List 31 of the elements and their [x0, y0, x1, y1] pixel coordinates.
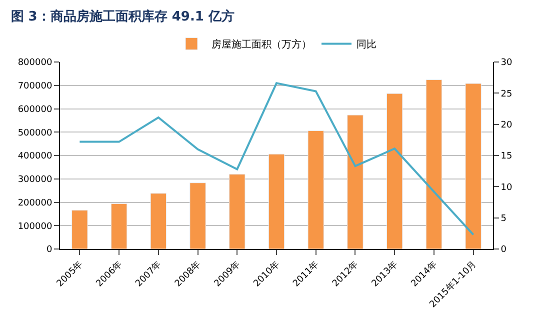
y-tick-label: 400000 — [18, 152, 52, 162]
bar — [268, 154, 285, 249]
bar — [72, 210, 88, 249]
bar — [190, 182, 206, 249]
y2-tick-label: 5 — [500, 214, 507, 224]
legend-label: 同比 — [356, 38, 376, 51]
bar — [347, 114, 364, 249]
bar — [426, 80, 442, 249]
y2-tick-label: 15 — [500, 152, 512, 162]
y-tick-label: 100000 — [18, 222, 52, 232]
bar — [386, 93, 403, 249]
bar — [229, 174, 246, 249]
bar — [110, 203, 128, 249]
y-tick-label: 0 — [46, 245, 52, 256]
y-tick-label: 600000 — [18, 104, 52, 115]
legend-label: 房屋施工面积（万方） — [212, 38, 312, 51]
line-series — [78, 82, 474, 236]
y2-tick-label: 0 — [500, 245, 507, 256]
y-tick-label: 200000 — [18, 198, 52, 208]
bar — [308, 130, 324, 249]
y2-tick-label: 30 — [500, 58, 513, 68]
y-tick-label: 300000 — [18, 175, 52, 186]
bar — [150, 193, 167, 249]
y-tick-label: 500000 — [18, 128, 52, 138]
y2-tick-label: 10 — [500, 182, 513, 193]
y2-tick-label: 25 — [500, 89, 512, 100]
y-tick-label: 700000 — [18, 82, 52, 92]
bar — [465, 83, 482, 249]
chart-title: 图 3：商品房施工面积库存 49.1 亿方 — [10, 8, 234, 25]
y-tick-label: 800000 — [18, 58, 52, 68]
y2-tick-label: 20 — [500, 120, 513, 130]
